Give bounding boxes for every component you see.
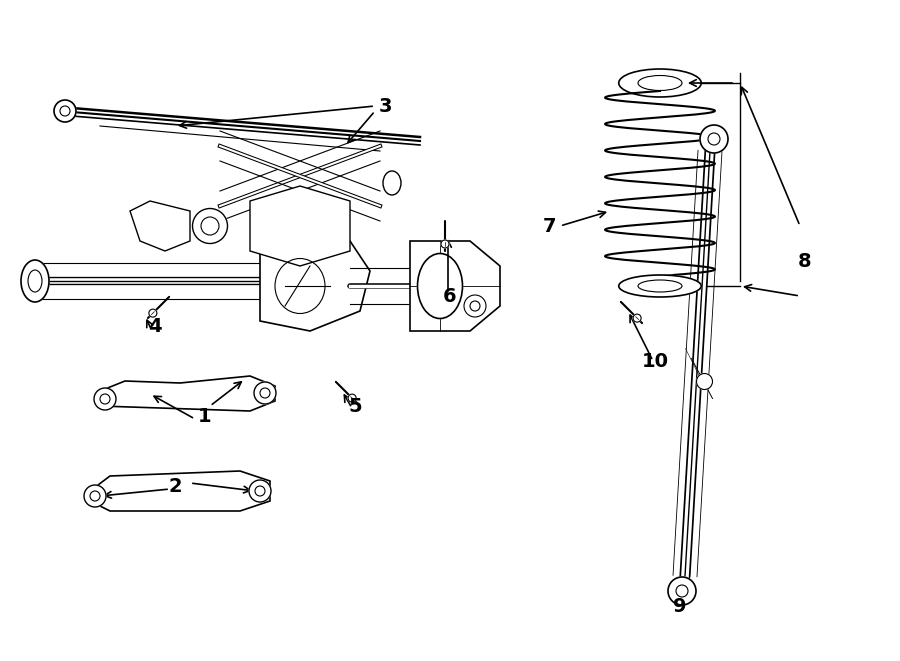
Text: 5: 5 [348,397,362,416]
Polygon shape [250,186,350,266]
Polygon shape [260,231,370,331]
Polygon shape [90,471,270,511]
Ellipse shape [464,295,486,317]
Ellipse shape [348,394,356,402]
Ellipse shape [21,260,49,302]
Text: 7: 7 [544,217,557,235]
Ellipse shape [668,577,696,605]
Polygon shape [100,376,275,411]
Text: 3: 3 [378,97,392,116]
Polygon shape [130,201,190,251]
Ellipse shape [54,100,76,122]
Ellipse shape [418,254,463,319]
Ellipse shape [94,388,116,410]
Ellipse shape [633,314,641,322]
Ellipse shape [249,480,271,502]
Text: 9: 9 [673,596,687,615]
Text: 4: 4 [148,317,162,336]
Ellipse shape [383,171,401,195]
Ellipse shape [697,373,713,389]
Ellipse shape [254,382,276,404]
Text: 1: 1 [198,407,212,426]
Ellipse shape [148,309,157,317]
Text: 10: 10 [642,352,669,371]
Polygon shape [410,241,500,331]
Ellipse shape [84,485,106,507]
Ellipse shape [193,208,228,243]
Ellipse shape [441,240,449,248]
Ellipse shape [700,125,728,153]
Ellipse shape [619,69,701,97]
Text: 2: 2 [168,477,182,496]
Text: 8: 8 [798,251,812,270]
Text: 6: 6 [443,286,457,305]
Ellipse shape [619,275,701,297]
